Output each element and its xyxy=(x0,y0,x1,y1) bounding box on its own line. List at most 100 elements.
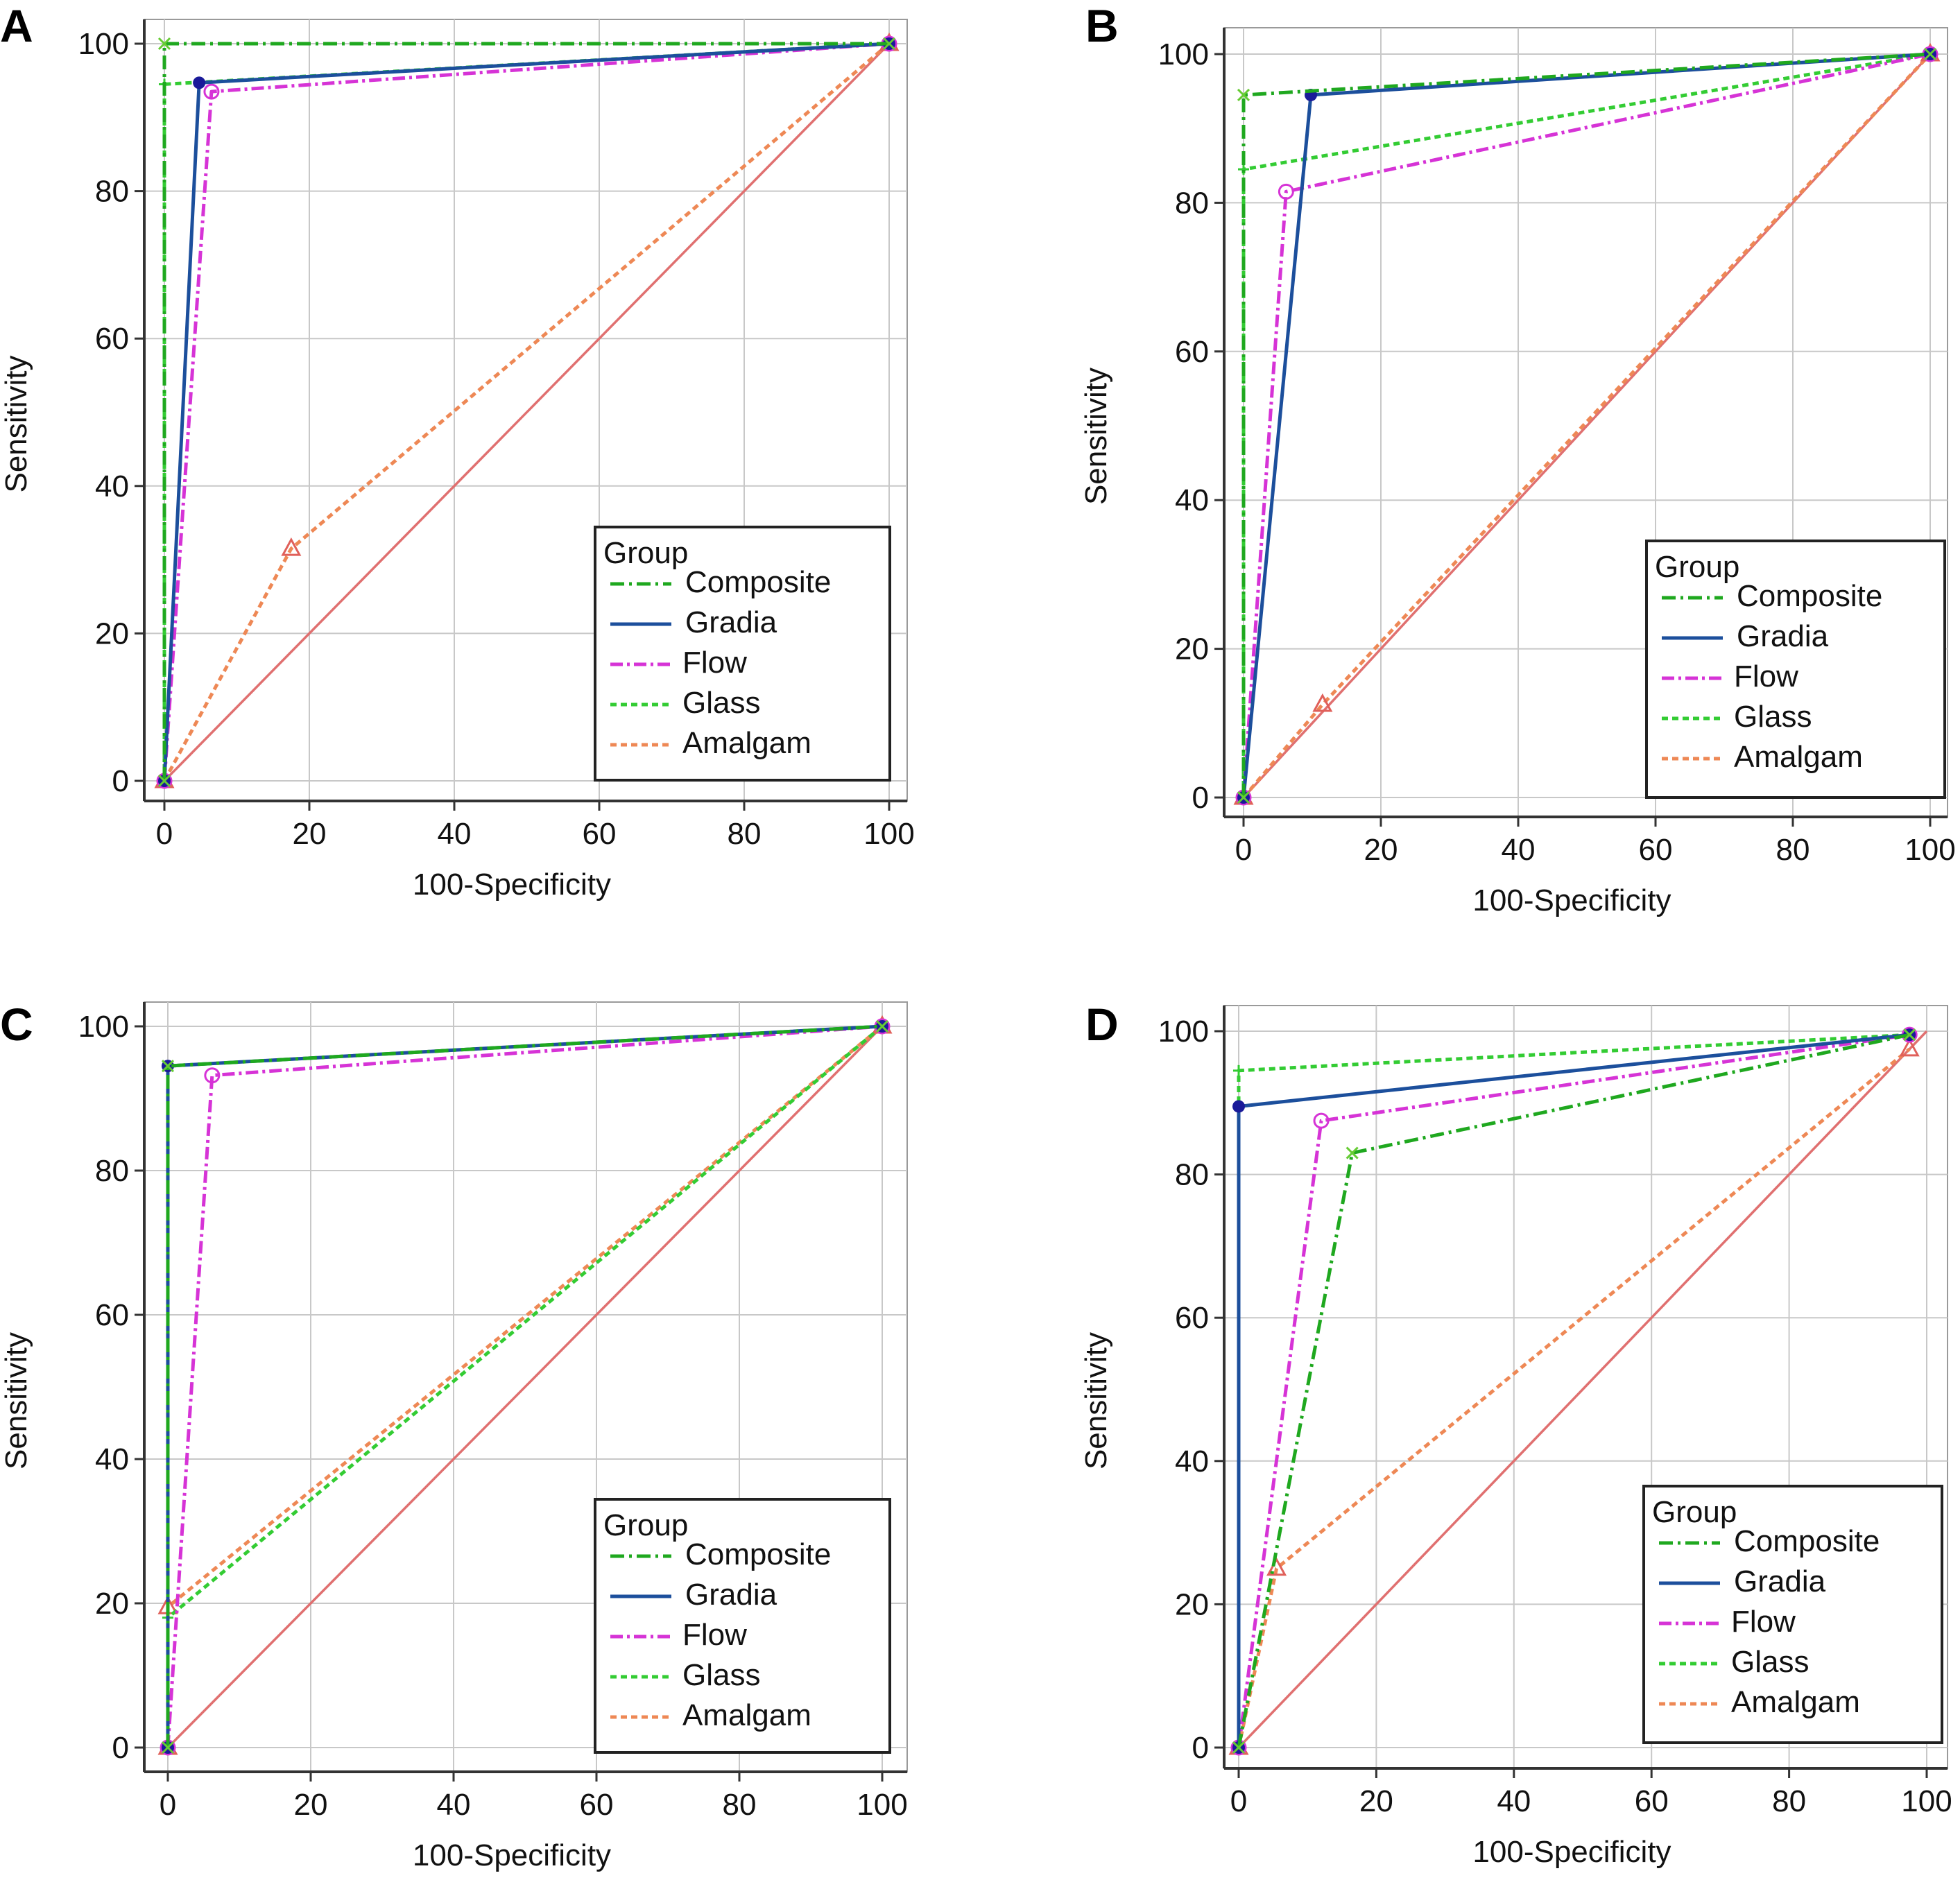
series-line-flow xyxy=(166,1024,883,1748)
legend-label-composite: Composite xyxy=(685,1537,831,1571)
point-composite xyxy=(875,1019,889,1033)
legend-box xyxy=(1642,1485,1943,1744)
y-tick-label: 80 xyxy=(95,1154,129,1188)
point-flow xyxy=(204,1067,221,1084)
y-axis-title: Sensitivity xyxy=(0,355,33,492)
legend-label-flow: Flow xyxy=(1734,659,1798,693)
point-composite xyxy=(161,1741,175,1754)
x-tick-label: 60 xyxy=(583,817,617,851)
reference-diagonal xyxy=(163,42,891,782)
panel-A: A 0 20 40 60 80 100 0 20 40 60 80 100 100-Specificity… xyxy=(0,0,915,902)
y-tick-label: 100 xyxy=(78,1010,129,1044)
series-line-flow xyxy=(1241,52,1931,798)
point-composite xyxy=(1923,47,1937,61)
legend-label-gradia: Gradia xyxy=(1737,619,1829,653)
series-line-composite xyxy=(1241,52,1931,797)
legend-label-flow: Flow xyxy=(682,646,747,680)
legend-label-glass: Glass xyxy=(682,1658,760,1692)
point-glass xyxy=(1238,164,1249,175)
legend-label-glass: Glass xyxy=(682,686,760,720)
reference-diagonal xyxy=(1237,1030,1928,1749)
point-composite xyxy=(161,1060,175,1073)
legend-box xyxy=(594,1498,891,1754)
legend-label-composite: Composite xyxy=(1737,579,1882,613)
legend-label-amalgam: Amalgam xyxy=(682,726,811,760)
y-tick-label: 40 xyxy=(95,1442,129,1476)
x-tick-label: 60 xyxy=(1635,1784,1669,1818)
panel-B: B 0 20 40 60 80 100 0 20 40 60 80 100 100-Specificity… xyxy=(1079,0,1956,917)
point-composite xyxy=(157,37,171,51)
y-tick-label: 60 xyxy=(1175,1301,1209,1335)
x-axis-title: 100-Specificity xyxy=(413,868,611,902)
x-tick-label: 20 xyxy=(293,817,327,851)
y-axis-title: Sensitivity xyxy=(0,1332,33,1469)
point-composite xyxy=(882,37,896,51)
x-axis-title: 100-Specificity xyxy=(413,1838,611,1872)
point-composite xyxy=(1903,1028,1916,1042)
legend-label-gradia: Gradia xyxy=(685,1578,777,1612)
legend-label-gradia: Gradia xyxy=(685,605,777,639)
y-tick-label: 0 xyxy=(1192,1731,1209,1765)
legend-label-composite: Composite xyxy=(1734,1524,1880,1558)
x-tick-label: 80 xyxy=(723,1788,757,1822)
point-composite xyxy=(1237,791,1250,804)
x-tick-label: 40 xyxy=(437,1788,471,1822)
x-tick-label: 100 xyxy=(1905,833,1955,867)
y-tick-label: 100 xyxy=(78,27,129,61)
panel-C: C 0 20 40 60 80 100 0 20 40 60 80 100 100-Specificity… xyxy=(0,999,908,1872)
point-amalgam xyxy=(1312,693,1333,712)
panel-label: C xyxy=(0,999,33,1050)
y-tick-label: 60 xyxy=(95,1298,129,1332)
y-tick-label: 40 xyxy=(1175,483,1209,517)
legend-box xyxy=(594,526,891,782)
series-line-composite xyxy=(162,42,889,781)
point-glass xyxy=(1233,1064,1244,1076)
x-axis-title: 100-Specificity xyxy=(1472,883,1671,917)
point-flow xyxy=(1313,1112,1330,1129)
x-tick-label: 100 xyxy=(863,817,914,851)
series-line-composite xyxy=(1237,1033,1910,1748)
x-tick-label: 80 xyxy=(1772,1784,1806,1818)
y-tick-label: 60 xyxy=(1175,335,1209,369)
legend-title: Group xyxy=(603,1508,688,1542)
point-flow xyxy=(1278,183,1294,200)
y-tick-label: 60 xyxy=(95,322,129,356)
point-flow xyxy=(203,83,220,100)
panel-label: B xyxy=(1085,0,1119,51)
x-tick-label: 0 xyxy=(156,817,173,851)
x-tick-label: 40 xyxy=(438,817,472,851)
y-tick-label: 20 xyxy=(1175,1587,1209,1621)
y-tick-label: 20 xyxy=(95,616,129,650)
x-axis-title: 100-Specificity xyxy=(1472,1835,1671,1869)
series-line-amalgam xyxy=(162,42,891,782)
x-tick-label: 60 xyxy=(580,1788,614,1822)
legend-label-amalgam: Amalgam xyxy=(1734,740,1863,774)
point-composite xyxy=(1237,88,1250,102)
y-tick-label: 40 xyxy=(95,469,129,503)
y-tick-label: 0 xyxy=(112,764,129,798)
legend-label-amalgam: Amalgam xyxy=(1731,1685,1860,1719)
legend-title: Group xyxy=(1655,550,1739,584)
point-composite xyxy=(1232,1741,1246,1754)
y-tick-label: 80 xyxy=(1175,1158,1209,1192)
point-amalgam xyxy=(1899,1037,1920,1057)
y-axis-title: Sensitivity xyxy=(1079,368,1113,505)
legend-title: Group xyxy=(1652,1495,1737,1529)
y-tick-label: 20 xyxy=(95,1587,129,1621)
legend-title: Group xyxy=(603,536,688,570)
x-tick-label: 100 xyxy=(1901,1784,1952,1818)
series-line-flow xyxy=(1237,1033,1910,1748)
y-tick-label: 40 xyxy=(1175,1445,1209,1478)
point-gradia xyxy=(1232,1100,1245,1113)
y-tick-label: 100 xyxy=(1158,1015,1209,1049)
y-tick-label: 80 xyxy=(1175,186,1209,220)
x-tick-label: 40 xyxy=(1497,1784,1531,1818)
series-line-amalgam xyxy=(1237,1047,1911,1748)
x-tick-label: 0 xyxy=(160,1788,176,1822)
point-amalgam xyxy=(1266,1557,1287,1576)
point-composite xyxy=(157,774,171,788)
panel-label: A xyxy=(0,0,33,51)
